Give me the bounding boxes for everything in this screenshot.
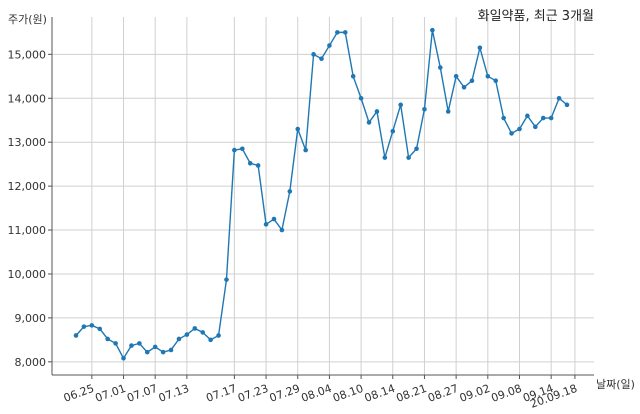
data-point: [469, 78, 475, 83]
y-tick-label: 13,000: [8, 136, 47, 149]
price-data-points: [73, 27, 570, 361]
x-tick-label: 07.17: [204, 382, 238, 405]
data-point: [232, 147, 237, 153]
data-point: [295, 126, 301, 132]
data-point: [121, 356, 126, 361]
x-tick-label: 08.10: [331, 382, 365, 405]
data-point: [477, 45, 483, 51]
data-point: [216, 333, 221, 338]
y-tick-label: 14,000: [8, 92, 47, 105]
data-point: [540, 115, 546, 121]
data-point: [73, 333, 79, 338]
data-point: [501, 115, 506, 121]
data-point: [556, 95, 562, 101]
data-point: [255, 163, 261, 168]
data-point: [89, 323, 95, 328]
data-point: [398, 102, 403, 108]
data-point: [390, 128, 396, 134]
data-point: [287, 189, 293, 194]
data-point: [137, 341, 142, 346]
x-tick-label: 09.02: [458, 382, 492, 405]
grid-lines: [52, 17, 594, 375]
data-point: [327, 43, 332, 48]
data-point: [81, 324, 87, 329]
data-point: [200, 330, 206, 335]
data-point: [113, 341, 118, 346]
data-point: [97, 326, 103, 332]
data-point: [509, 131, 514, 136]
data-point: [366, 120, 372, 125]
data-point: [208, 337, 213, 343]
data-point: [422, 106, 427, 112]
data-point: [319, 56, 324, 62]
y-tick-label: 11,000: [8, 224, 47, 237]
data-point: [564, 102, 570, 108]
data-point: [437, 65, 443, 70]
x-tick-label: 07.01: [94, 382, 128, 405]
data-point: [493, 78, 499, 83]
axes: [48, 17, 594, 379]
data-point: [414, 146, 419, 152]
price-series-line: [75, 30, 568, 360]
x-tick-label: 09.08: [489, 382, 523, 405]
data-point: [517, 126, 522, 132]
data-point: [406, 155, 411, 160]
data-point: [533, 124, 538, 130]
x-tick-label: 07.29: [268, 382, 302, 405]
data-point: [129, 343, 134, 348]
y-tick-label: 9,000: [15, 312, 47, 325]
data-point: [240, 146, 245, 152]
y-tick-label: 8,000: [15, 356, 47, 369]
data-point: [358, 95, 364, 101]
data-point: [350, 74, 356, 79]
data-point: [335, 30, 340, 35]
x-axis-label: 날짜(일): [596, 378, 635, 391]
data-point: [160, 349, 166, 355]
data-point: [303, 147, 308, 153]
data-point: [342, 30, 348, 35]
y-tick-label: 10,000: [8, 268, 47, 281]
data-point: [461, 84, 467, 90]
data-point: [152, 344, 158, 350]
data-point: [453, 74, 459, 79]
data-point: [192, 326, 198, 331]
data-point: [445, 109, 451, 114]
data-point: [224, 277, 229, 282]
data-point: [168, 347, 174, 353]
data-point: [184, 332, 190, 337]
data-point: [263, 222, 269, 227]
x-tick-label: 06.25: [62, 382, 96, 405]
data-point: [525, 113, 530, 119]
x-tick-label: 07.07: [125, 382, 159, 405]
data-point: [176, 336, 182, 342]
data-point: [271, 216, 277, 222]
x-tick-label: 08.04: [299, 382, 333, 405]
x-tick-label: 07.23: [236, 382, 270, 405]
data-point: [247, 160, 253, 166]
data-point: [548, 115, 554, 121]
y-axis-label: 주가(원): [8, 13, 47, 26]
y-tick-labels: 8,000 9,000 10,000 11,000 12,000 13,000 14,000…: [8, 48, 47, 368]
data-point: [382, 155, 388, 160]
data-point: [485, 74, 491, 79]
data-point: [430, 27, 435, 33]
x-tick-label: 08.21: [394, 382, 428, 405]
chart-title: 화일약품, 최근 3개월: [477, 9, 594, 24]
x-tick-label: 07.13: [157, 382, 191, 405]
data-point: [105, 336, 110, 342]
data-point: [374, 109, 380, 114]
x-tick-label: 08.14: [363, 382, 397, 405]
x-tick-label: 08.27: [426, 382, 460, 405]
data-point: [279, 227, 285, 233]
data-point: [311, 52, 316, 57]
data-point: [144, 349, 150, 355]
y-tick-label: 15,000: [8, 48, 47, 61]
y-tick-label: 12,000: [8, 180, 47, 193]
